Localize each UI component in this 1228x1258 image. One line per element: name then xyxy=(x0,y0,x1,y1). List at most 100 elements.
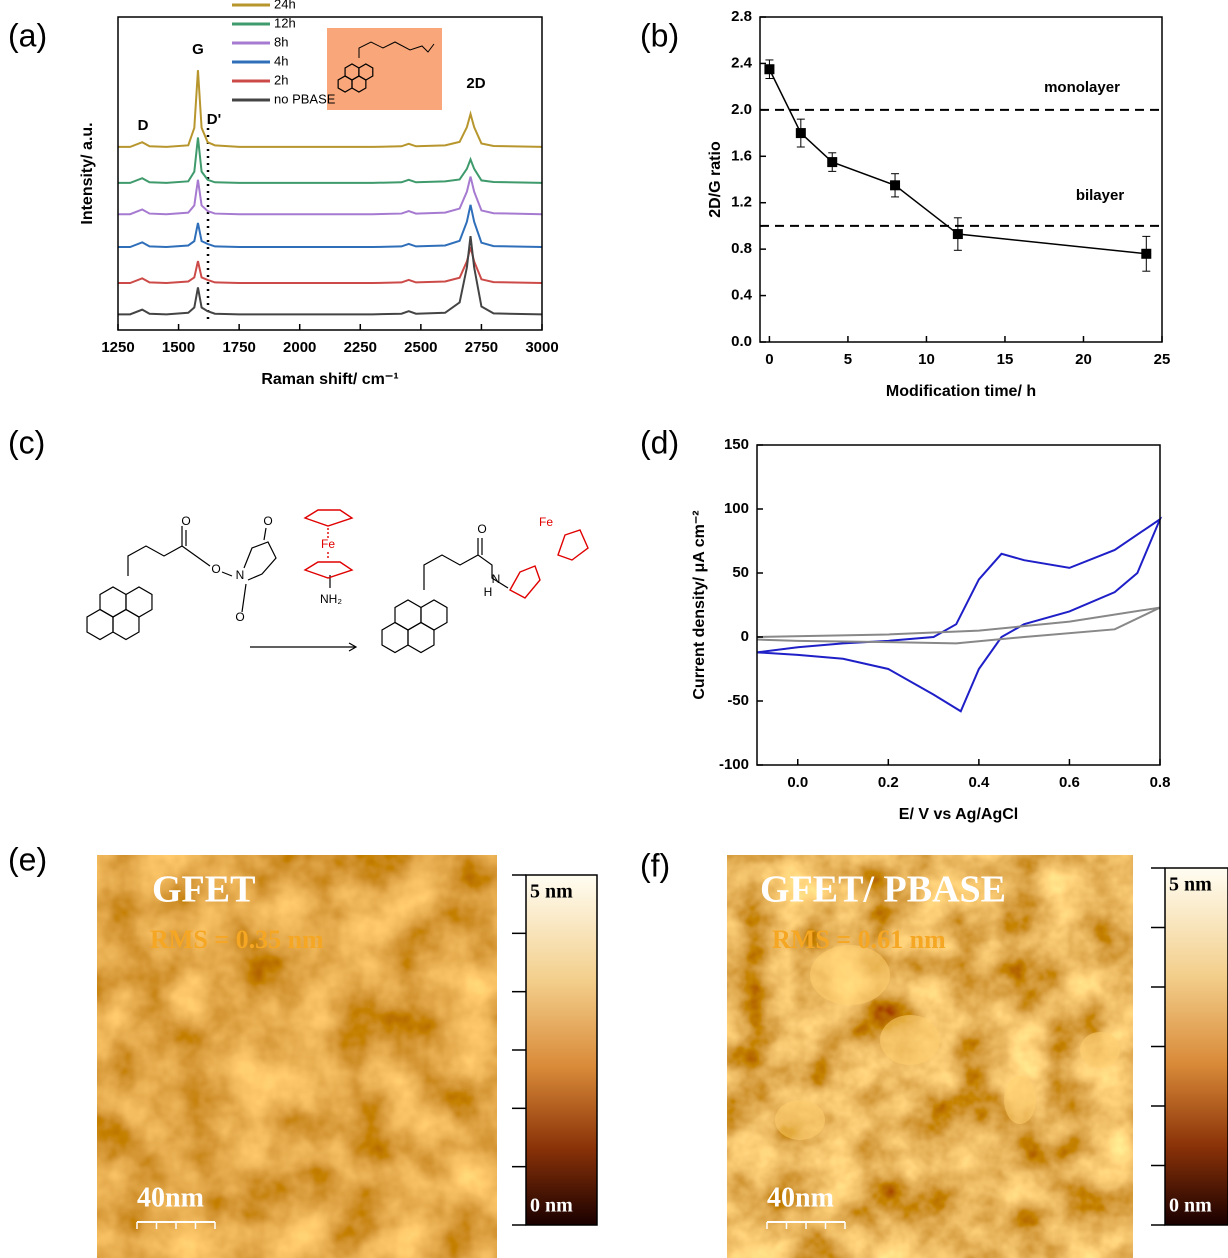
panel-label: (d) xyxy=(640,424,679,460)
x-tick-label: 0.0 xyxy=(787,774,808,791)
afm-feature xyxy=(1004,1076,1036,1124)
colorbar xyxy=(525,874,598,1226)
afm-image xyxy=(97,855,497,1258)
y-tick-label: 0 xyxy=(741,628,749,645)
x-tick-label: 25 xyxy=(1154,351,1171,368)
series-line xyxy=(118,204,543,249)
atom-label: O xyxy=(263,514,272,528)
afm-title: GFET xyxy=(152,869,255,911)
afm-rms: RMS = 0.35 nm xyxy=(150,925,324,954)
x-tick-label: 20 xyxy=(1075,351,1092,368)
ring xyxy=(243,541,277,581)
y-tick-label: -50 xyxy=(727,692,749,709)
y-tick-label: 0.8 xyxy=(731,240,752,257)
cp-ring xyxy=(509,565,541,599)
x-tick-label: 0 xyxy=(765,351,773,368)
ring xyxy=(125,586,153,618)
chain xyxy=(358,41,435,58)
annotation: D xyxy=(138,117,149,134)
annotation: 2D xyxy=(466,75,485,92)
panel-label: (e) xyxy=(8,841,47,877)
series-line xyxy=(118,70,543,148)
annotation: monolayer xyxy=(1044,79,1120,96)
y-tick-label: 2.4 xyxy=(731,54,753,71)
scale-bar-label: 40nm xyxy=(767,1182,834,1213)
series-line xyxy=(118,235,543,316)
y-axis-label: 2D/G ratio xyxy=(707,141,724,218)
atom-label: O xyxy=(477,522,486,536)
colorbar-top-label: 5 nm xyxy=(530,881,573,903)
legend-label: 8h xyxy=(274,34,288,49)
atom-label: NH₂ xyxy=(320,592,342,606)
cp-ring xyxy=(557,529,589,561)
ring xyxy=(337,75,353,93)
bond xyxy=(221,571,233,577)
x-tick-label: 2000 xyxy=(283,339,316,356)
colorbar-bottom-label: 0 nm xyxy=(530,1195,573,1217)
inset-box xyxy=(327,28,442,110)
x-tick-label: 0.2 xyxy=(878,774,899,791)
y-tick-label: 2.0 xyxy=(731,101,752,118)
y-tick-label: 0.0 xyxy=(731,333,752,350)
plot-frame xyxy=(756,444,1161,766)
afm-feature xyxy=(775,1100,825,1140)
ring xyxy=(394,599,422,631)
marker xyxy=(827,157,838,168)
x-axis-label: E/ V vs Ag/AgCl xyxy=(899,806,1018,823)
y-tick-label: 100 xyxy=(724,500,749,517)
ring xyxy=(407,621,435,654)
atom-label: N xyxy=(236,568,245,582)
cp-ring xyxy=(303,561,354,579)
y-tick-label: 2.8 xyxy=(731,8,752,25)
x-tick-label: 10 xyxy=(918,351,935,368)
x-tick-label: 5 xyxy=(844,351,852,368)
panel-label: (c) xyxy=(8,424,45,460)
ring xyxy=(86,608,114,641)
x-tick-label: 15 xyxy=(997,351,1014,368)
x-axis-label: Raman shift/ cm⁻¹ xyxy=(261,371,398,388)
afm-feature xyxy=(880,1015,940,1065)
annotation: D' xyxy=(207,111,221,128)
x-tick-label: 0.4 xyxy=(968,774,990,791)
atom-label: Fe xyxy=(539,515,553,529)
x-tick-label: 3000 xyxy=(525,339,558,356)
bond xyxy=(263,527,267,541)
series-line xyxy=(756,516,1163,713)
y-axis-label: Current density/ μA cm⁻² xyxy=(691,510,708,699)
legend-label: 2h xyxy=(274,72,288,87)
ferrocenes xyxy=(303,509,589,599)
x-tick-label: 2500 xyxy=(404,339,437,356)
legend-label: 24h xyxy=(274,0,296,11)
atom-label: O xyxy=(181,514,190,528)
x-tick-label: 2250 xyxy=(344,339,377,356)
marker xyxy=(795,128,806,139)
panel-label: (b) xyxy=(640,17,679,53)
colorbar xyxy=(1164,867,1228,1226)
series-line xyxy=(768,68,1147,255)
ring xyxy=(381,621,409,654)
marker xyxy=(764,64,775,75)
chain xyxy=(423,538,509,590)
series-line xyxy=(118,137,543,184)
series-line xyxy=(118,246,543,285)
bond xyxy=(241,583,247,613)
y-axis-label: Intensity/ a.u. xyxy=(79,122,96,224)
x-tick-label: 2750 xyxy=(465,339,498,356)
annotation: bilayer xyxy=(1076,187,1125,204)
chain xyxy=(181,545,211,567)
legend-label: 4h xyxy=(274,53,288,68)
y-tick-label: 150 xyxy=(724,436,749,453)
marker xyxy=(1141,248,1152,259)
annotation: G xyxy=(192,41,204,58)
afm-rms: RMS = 0.61 nm xyxy=(772,925,946,954)
afm-feature xyxy=(1080,1032,1120,1068)
x-tick-label: 0.6 xyxy=(1059,774,1080,791)
y-tick-label: -100 xyxy=(719,756,749,773)
scheme-bonds xyxy=(127,526,509,652)
series-line xyxy=(756,606,1161,645)
y-tick-label: 1.2 xyxy=(731,194,752,211)
atom-label: Fe xyxy=(321,537,335,551)
ring xyxy=(420,599,448,631)
plot-frame xyxy=(117,16,543,331)
